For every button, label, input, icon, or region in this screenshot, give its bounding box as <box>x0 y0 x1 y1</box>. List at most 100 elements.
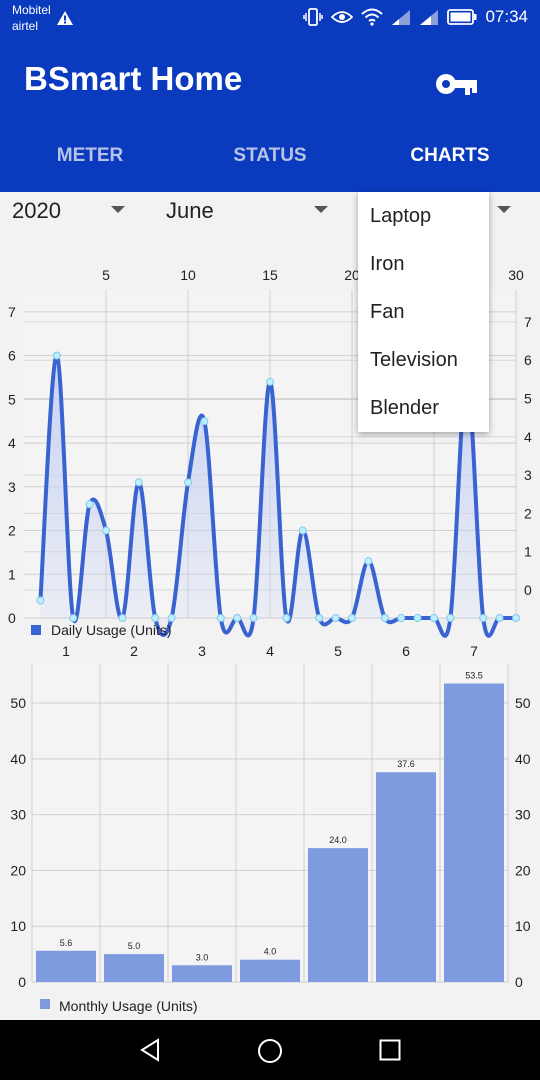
carrier-info: Mobitel airtel <box>12 2 51 34</box>
daily-point <box>315 614 324 622</box>
daily-point <box>380 614 389 622</box>
daily-series-line <box>38 353 516 638</box>
daily-y-tick-right: 1 <box>524 544 532 560</box>
dropdown-item-television[interactable]: Television <box>370 349 458 371</box>
appliance-dropdown-icon[interactable] <box>497 206 511 213</box>
recents-icon[interactable] <box>379 1039 401 1061</box>
daily-y-tick-right: 3 <box>524 467 532 483</box>
monthly-bar <box>172 965 232 982</box>
daily-y-tick-left: 6 <box>8 348 16 364</box>
daily-point <box>184 478 192 487</box>
monthly-bar-value-label: 37.6 <box>397 759 415 769</box>
daily-x-tick: 10 <box>180 267 196 283</box>
daily-y-tick-right: 2 <box>524 505 532 521</box>
daily-y-tick-left: 0 <box>8 610 16 626</box>
monthly-bar-value-label: 53.5 <box>465 671 483 681</box>
monthly-usage-chart: 5.6 5.0 3.0 4.0 24.0 37.6 53.5 0 10 20 30 40 50 0 10 2… <box>10 643 530 1014</box>
daily-point <box>200 417 209 426</box>
month-dropdown-icon[interactable] <box>314 206 328 213</box>
monthly-bar <box>308 848 368 982</box>
monthly-y-tick-left: 10 <box>10 918 26 934</box>
daily-y-tick-right: 6 <box>524 352 532 368</box>
daily-y-tick-right: 4 <box>524 429 532 445</box>
key-icon[interactable] <box>436 72 478 96</box>
monthly-x-tick: 4 <box>266 643 274 659</box>
daily-point <box>282 614 291 622</box>
tab-meter[interactable]: METER <box>56 145 124 166</box>
daily-y-tick-left: 5 <box>8 391 16 407</box>
daily-point <box>233 614 242 622</box>
year-dropdown-icon[interactable] <box>111 206 125 213</box>
year-select-value[interactable]: 2020 <box>12 198 61 223</box>
daily-point <box>167 614 176 622</box>
monthly-y-tick-left: 30 <box>10 807 26 823</box>
monthly-legend-swatch <box>40 999 50 1009</box>
daily-point <box>134 478 143 487</box>
monthly-legend-label: Monthly Usage (Units) <box>59 998 198 1014</box>
month-select-value[interactable]: June <box>166 198 214 223</box>
daily-point <box>430 614 438 622</box>
daily-y-tick-left: 1 <box>8 566 16 582</box>
daily-point <box>52 351 61 360</box>
monthly-y-tick-right: 30 <box>515 807 531 823</box>
daily-y-tick-right: 0 <box>524 582 532 598</box>
daily-y-tick-left: 4 <box>8 435 16 451</box>
filter-bar: 2020 June <box>0 192 540 236</box>
daily-x-tick: 30 <box>508 267 524 283</box>
clock: 07:34 <box>485 7 528 26</box>
monthly-y-tick-left: 0 <box>18 974 26 990</box>
tab-charts[interactable]: CHARTS <box>410 145 490 166</box>
daily-legend-label: Daily Usage (Units) <box>51 622 172 638</box>
monthly-bar-value-label: 5.0 <box>128 941 141 951</box>
daily-point <box>216 614 225 622</box>
daily-x-tick: 5 <box>102 267 110 283</box>
dropdown-item-blender[interactable]: Blender <box>370 397 439 419</box>
daily-point <box>446 614 455 622</box>
monthly-y-tick-right: 40 <box>515 751 531 767</box>
warning-icon <box>57 11 73 25</box>
monthly-bar <box>444 683 504 982</box>
system-nav-bar <box>0 1020 540 1080</box>
daily-y-tick-left: 2 <box>8 523 16 539</box>
back-icon[interactable] <box>138 1038 162 1062</box>
tab-bar: METER STATUS CHARTS <box>0 136 540 188</box>
dropdown-item-laptop[interactable]: Laptop <box>370 205 432 227</box>
status-bar: Mobitel airtel <box>0 0 540 36</box>
daily-area <box>38 353 517 638</box>
monthly-bar <box>36 950 96 982</box>
dropdown-item-iron[interactable]: Iron <box>370 253 405 275</box>
daily-point <box>118 614 127 622</box>
monthly-x-tick: 2 <box>130 643 138 659</box>
appliance-dropdown-menu: Laptop Iron Fan Television Blender <box>358 192 489 432</box>
daily-point <box>69 614 78 622</box>
monthly-ticks: 0 10 20 30 40 50 0 10 20 30 40 50 1 2 3 4 5 6 7 <box>10 643 530 990</box>
daily-point <box>512 614 520 622</box>
daily-point <box>85 500 94 509</box>
tab-status[interactable]: STATUS <box>233 145 307 166</box>
monthly-x-tick: 1 <box>62 643 70 659</box>
daily-y-tick-right: 5 <box>524 391 532 407</box>
daily-point <box>249 614 258 622</box>
daily-x-tick: 15 <box>262 267 278 283</box>
monthly-bar-value-label: 5.6 <box>60 938 73 948</box>
daily-point <box>397 614 406 622</box>
monthly-x-tick: 7 <box>470 643 478 659</box>
daily-legend-swatch <box>31 625 41 635</box>
monthly-bar-value-label: 4.0 <box>264 947 277 957</box>
monthly-y-tick-left: 50 <box>10 695 26 711</box>
monthly-x-tick: 5 <box>334 643 342 659</box>
daily-point <box>298 526 307 535</box>
daily-point <box>151 614 160 622</box>
carrier-name-1: Mobitel <box>12 3 51 17</box>
daily-point <box>331 614 340 622</box>
daily-point <box>348 614 356 622</box>
dropdown-item-fan[interactable]: Fan <box>370 301 405 323</box>
eye-icon <box>331 11 354 23</box>
daily-y-tick-left: 3 <box>8 479 16 495</box>
daily-point <box>102 526 110 535</box>
daily-point <box>266 377 274 386</box>
daily-point <box>36 596 45 605</box>
monthly-bars: 5.6 5.0 3.0 4.0 24.0 37.6 53.5 <box>36 671 504 982</box>
app-bar: BSmart Home METER STATUS CHARTS <box>0 36 540 192</box>
home-icon[interactable] <box>257 1038 283 1064</box>
